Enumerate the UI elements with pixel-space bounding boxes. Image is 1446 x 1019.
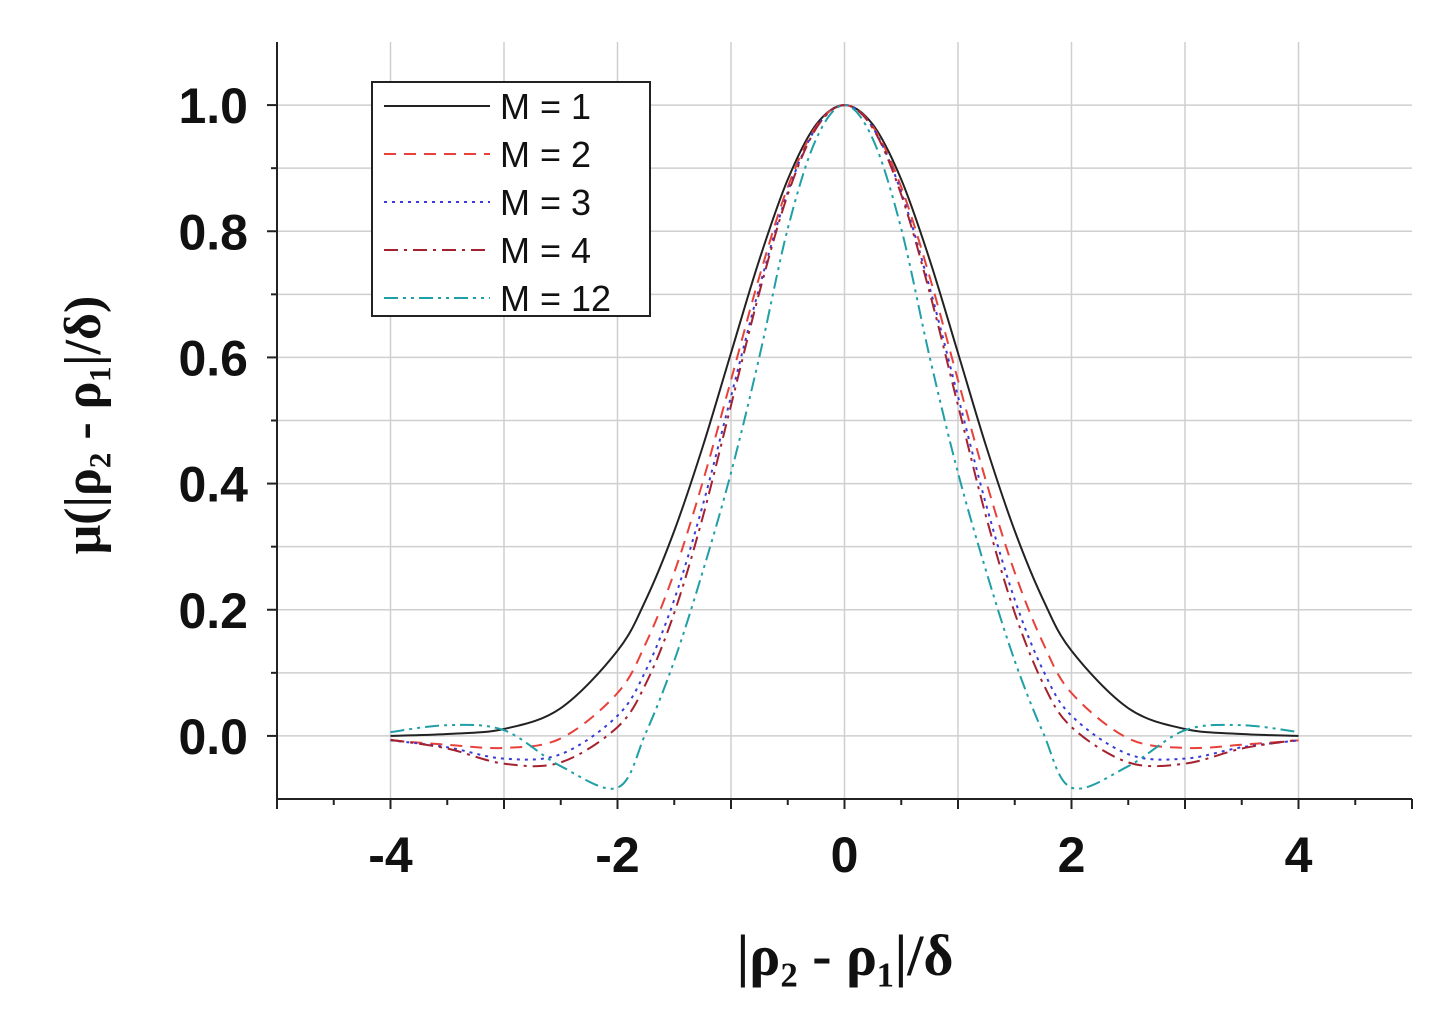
legend-label: M = 3	[500, 182, 591, 223]
y-axis-label: μ(|ρ₂ - ρ₁|/δ)	[55, 296, 112, 555]
y-tick-label: 0.4	[178, 457, 248, 513]
legend-label: M = 2	[500, 134, 591, 175]
y-tick-label: 0.0	[178, 709, 248, 765]
y-tick-label: 0.2	[178, 583, 248, 639]
x-tick-label: -2	[595, 827, 639, 883]
tick-labels: -4 -2 0 2 4 0.0 0.2 0.4 0.6 0.8 1.0	[178, 78, 1312, 883]
series-line-2	[390, 104, 1299, 750]
legend-box	[371, 81, 651, 317]
axes	[267, 42, 1413, 809]
series-line-4	[390, 104, 1299, 768]
series-line-3	[390, 104, 1299, 761]
series-layer	[390, 104, 1299, 790]
x-tick-label: 2	[1058, 827, 1086, 883]
legend: M = 1 M = 2 M = 3 M = 4 M = 12	[371, 81, 651, 319]
legend-label: M = 12	[500, 278, 611, 319]
y-tick-label: 0.6	[178, 330, 248, 386]
x-axis-label: |ρ₂ - ρ₁|/δ	[737, 923, 954, 988]
series-line-5	[390, 104, 1299, 790]
x-tick-label: -4	[368, 827, 413, 883]
x-tick-label: 4	[1285, 827, 1313, 883]
legend-label: M = 1	[500, 86, 591, 127]
x-tick-label: 0	[831, 827, 859, 883]
legend-label: M = 4	[500, 230, 591, 271]
y-tick-label: 0.8	[178, 204, 248, 260]
y-tick-label: 1.0	[178, 78, 248, 134]
